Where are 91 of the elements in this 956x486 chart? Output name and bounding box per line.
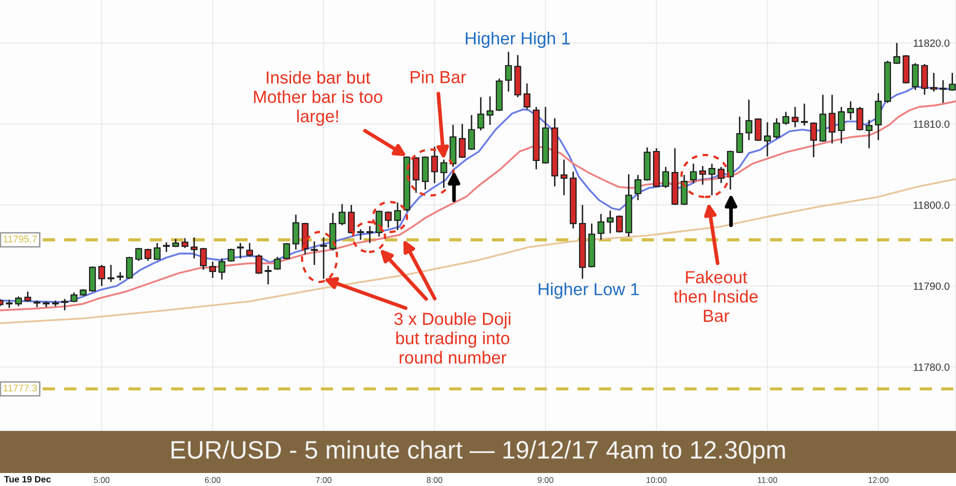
candlestick <box>431 146 438 184</box>
y-tick-label: 11790.0 <box>914 282 950 290</box>
candlestick <box>782 111 790 126</box>
candlestick <box>255 254 262 275</box>
candlestick <box>135 247 142 262</box>
candlestick <box>357 228 364 240</box>
candlestick <box>828 94 836 144</box>
x-tick-label: 8:00 <box>426 477 442 483</box>
candlestick <box>440 158 448 189</box>
x-tick-label: 11:00 <box>758 477 778 483</box>
candlestick <box>560 158 568 196</box>
candlestick <box>264 265 272 286</box>
x-tick-label: 9:00 <box>538 477 554 483</box>
y-tick-label: 11780.0 <box>914 364 950 371</box>
annotation: Inside bar but Mother bar is too large! <box>254 70 382 126</box>
candlestick <box>348 204 355 234</box>
candlestick <box>874 92 882 141</box>
candlestick <box>921 63 928 96</box>
candlestick <box>792 106 799 128</box>
candlestick <box>236 242 244 260</box>
candlestick <box>616 214 623 234</box>
candlestick <box>866 119 873 149</box>
candlestick <box>338 203 346 226</box>
annotation: Higher High 1 <box>466 32 570 48</box>
candlestick <box>736 116 744 154</box>
candlestick <box>847 100 854 121</box>
candlestick <box>190 236 198 260</box>
candlestick <box>856 106 864 132</box>
ref-line-label: 11795.7 <box>4 236 37 242</box>
candlestick <box>320 236 328 280</box>
candlestick <box>718 166 725 184</box>
candlestick <box>893 42 900 65</box>
candlestick <box>15 296 22 307</box>
candlestick <box>699 165 706 186</box>
y-tick-label: 11820.0 <box>914 39 950 47</box>
y-tick-label: 11800.0 <box>914 201 950 209</box>
candlestick <box>810 122 818 158</box>
candlestick <box>394 202 401 231</box>
candlestick <box>218 258 226 280</box>
candlestick <box>310 240 318 266</box>
candlestick <box>154 242 161 261</box>
candlestick <box>163 242 170 253</box>
candlestick <box>24 290 32 302</box>
ref-line-label: 11777.3 <box>4 384 37 392</box>
candlestick <box>773 118 780 140</box>
candlestick <box>930 72 938 92</box>
annotation: Higher Low 1 <box>538 282 639 299</box>
candlestick <box>384 210 392 228</box>
candlestick <box>181 237 188 249</box>
candlestick <box>948 72 956 92</box>
candlestick <box>912 62 919 91</box>
candlestick <box>486 96 494 126</box>
candlestick <box>524 82 530 110</box>
candlestick <box>838 106 845 144</box>
candlestick <box>228 248 235 262</box>
x-tick-label: 6:00 <box>204 477 220 483</box>
annotation: Pin Bar <box>410 70 466 84</box>
candlestick <box>745 98 752 141</box>
x-tick-label: 10:00 <box>646 477 667 483</box>
candlestick <box>800 103 808 126</box>
candlestick <box>274 256 281 270</box>
x-tick-label: 7:00 <box>316 477 332 483</box>
candlestick <box>754 118 762 142</box>
candlestick <box>634 174 642 201</box>
candlestick <box>764 122 771 158</box>
annotation: Fakeout then Inside Bar <box>674 270 758 322</box>
candlestick <box>292 214 300 250</box>
candlestick <box>366 225 374 244</box>
y-tick-label: 11810.0 <box>914 120 950 128</box>
candlestick <box>662 166 670 189</box>
text: EUR/USD - 5 minute chart — 19/12/17 4am to 12.30pm <box>172 440 785 464</box>
annotation: 3 x Double Doji but trading into round number <box>394 312 510 364</box>
candlestick <box>505 51 512 92</box>
candlestick <box>708 162 716 196</box>
candlestick <box>690 162 697 184</box>
candlestick <box>412 156 420 194</box>
candlestick <box>98 264 106 287</box>
candlestick <box>606 210 614 234</box>
text: Tue 19 Dec <box>4 476 51 482</box>
candlestick <box>209 260 216 279</box>
candlestick <box>283 242 290 260</box>
candlestick <box>200 247 207 270</box>
candlestick <box>246 242 254 258</box>
x-tick-label: 5:00 <box>94 477 110 483</box>
candlestick <box>89 266 96 292</box>
candlestick <box>598 213 604 240</box>
x-tick-label: 12:00 <box>868 477 888 483</box>
candlestick <box>458 123 466 159</box>
candlestick <box>477 96 484 132</box>
candlestick <box>468 114 475 151</box>
candlestick <box>144 248 152 262</box>
